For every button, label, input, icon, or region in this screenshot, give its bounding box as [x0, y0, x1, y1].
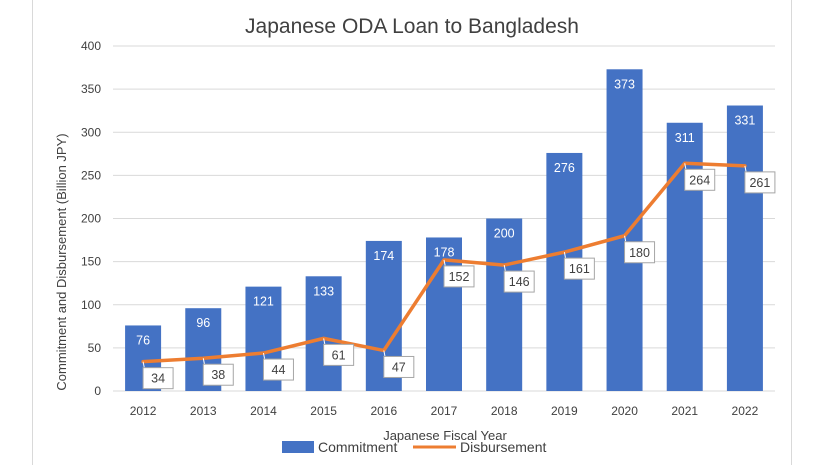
- x-axis-label: Japanese Fiscal Year: [383, 428, 507, 443]
- y-axis-label: Commitment and Disbursement (Billion JPY…: [54, 133, 69, 390]
- y-tick-label: 400: [81, 39, 101, 53]
- commitment-bar: [486, 218, 523, 391]
- y-tick-label: 250: [81, 168, 101, 182]
- x-tick-label: 2018: [491, 404, 518, 418]
- y-tick-label: 350: [81, 82, 101, 96]
- legend-commitment-label: Commitment: [318, 439, 397, 455]
- commitment-value-label: 331: [734, 114, 755, 128]
- y-tick-label: 300: [81, 125, 101, 139]
- legend-disbursement-label: Disbursement: [460, 439, 546, 455]
- commitment-value-label: 174: [373, 249, 394, 263]
- commitment-value-label: 121: [253, 295, 274, 309]
- disbursement-label-box: [684, 168, 716, 191]
- commitment-bar: [726, 105, 763, 391]
- x-tick-label: 2021: [671, 404, 698, 418]
- legend: Commitment Disbursement: [282, 439, 546, 455]
- commitment-value-label: 133: [313, 284, 334, 298]
- disbursement-value-label: 161: [569, 262, 590, 276]
- commitment-bar: [426, 237, 462, 391]
- commitment-value-label: 373: [614, 77, 635, 91]
- x-tick-label: 2017: [431, 404, 458, 418]
- disbursement-value-label: 38: [211, 368, 225, 382]
- disbursement-value-label: 261: [749, 176, 770, 190]
- disbursement-label-box: [323, 343, 355, 366]
- disbursement-label-box: [563, 257, 595, 280]
- x-tick-label: 2013: [190, 404, 217, 418]
- disbursement-label-box: [503, 270, 535, 293]
- y-axis-ticks: 0 50 100 150 200 250 300 350 400: [81, 39, 101, 398]
- chart-title: Japanese ODA Loan to Bangladesh: [245, 15, 579, 38]
- disbursement-labels: 34 38 44 61 47 152 146 161 180 264 261: [142, 163, 776, 390]
- disbursement-value-label: 152: [449, 270, 470, 284]
- x-tick-label: 2019: [551, 404, 578, 418]
- disbursement-value-label: 34: [151, 372, 165, 386]
- commitment-value-label: 200: [494, 227, 515, 241]
- x-tick-label: 2020: [611, 404, 638, 418]
- chart-frame: [32, 0, 792, 465]
- x-tick-label: 2014: [250, 404, 277, 418]
- x-tick-label: 2015: [310, 404, 337, 418]
- legend-commitment-swatch: [282, 441, 314, 453]
- disbursement-label-box: [443, 265, 475, 288]
- y-tick-label: 0: [94, 384, 101, 398]
- y-tick-label: 100: [81, 298, 101, 312]
- disbursement-label-box: [262, 358, 294, 381]
- disbursement-label-box: [383, 355, 415, 378]
- commitment-bars: [125, 69, 763, 391]
- disbursement-value-label: 146: [509, 275, 530, 289]
- disbursement-value-label: 44: [272, 363, 286, 377]
- disbursement-value-label: 180: [629, 246, 650, 260]
- disbursement-label-box: [142, 367, 174, 390]
- x-axis-ticks: 2012 2013 2014 2015 2016 2017 2018 2019 2020 2021…: [130, 404, 759, 418]
- disbursement-label-box: [624, 241, 656, 264]
- y-tick-label: 50: [88, 341, 102, 355]
- commitment-bar: [606, 69, 643, 391]
- commitment-value-label: 76: [136, 333, 150, 347]
- x-tick-label: 2022: [732, 404, 759, 418]
- commitment-labels: 76 96 121 133 174 178 200 276 373 311 331: [136, 77, 755, 347]
- commitment-value-label: 178: [434, 245, 455, 259]
- disbursement-value-label: 47: [392, 360, 406, 374]
- commitment-bar: [305, 276, 342, 391]
- disbursement-label-box: [744, 171, 776, 194]
- disbursement-value-label: 264: [689, 173, 710, 187]
- x-tick-label: 2016: [370, 404, 397, 418]
- y-tick-label: 200: [81, 212, 101, 226]
- x-tick-label: 2012: [130, 404, 157, 418]
- commitment-bar: [666, 122, 703, 391]
- disbursement-label-box: [202, 363, 234, 386]
- disbursement-value-label: 61: [332, 348, 346, 362]
- commitment-value-label: 276: [554, 161, 575, 175]
- commitment-value-label: 96: [196, 316, 210, 330]
- y-tick-label: 150: [81, 255, 101, 269]
- commitment-value-label: 311: [675, 131, 695, 145]
